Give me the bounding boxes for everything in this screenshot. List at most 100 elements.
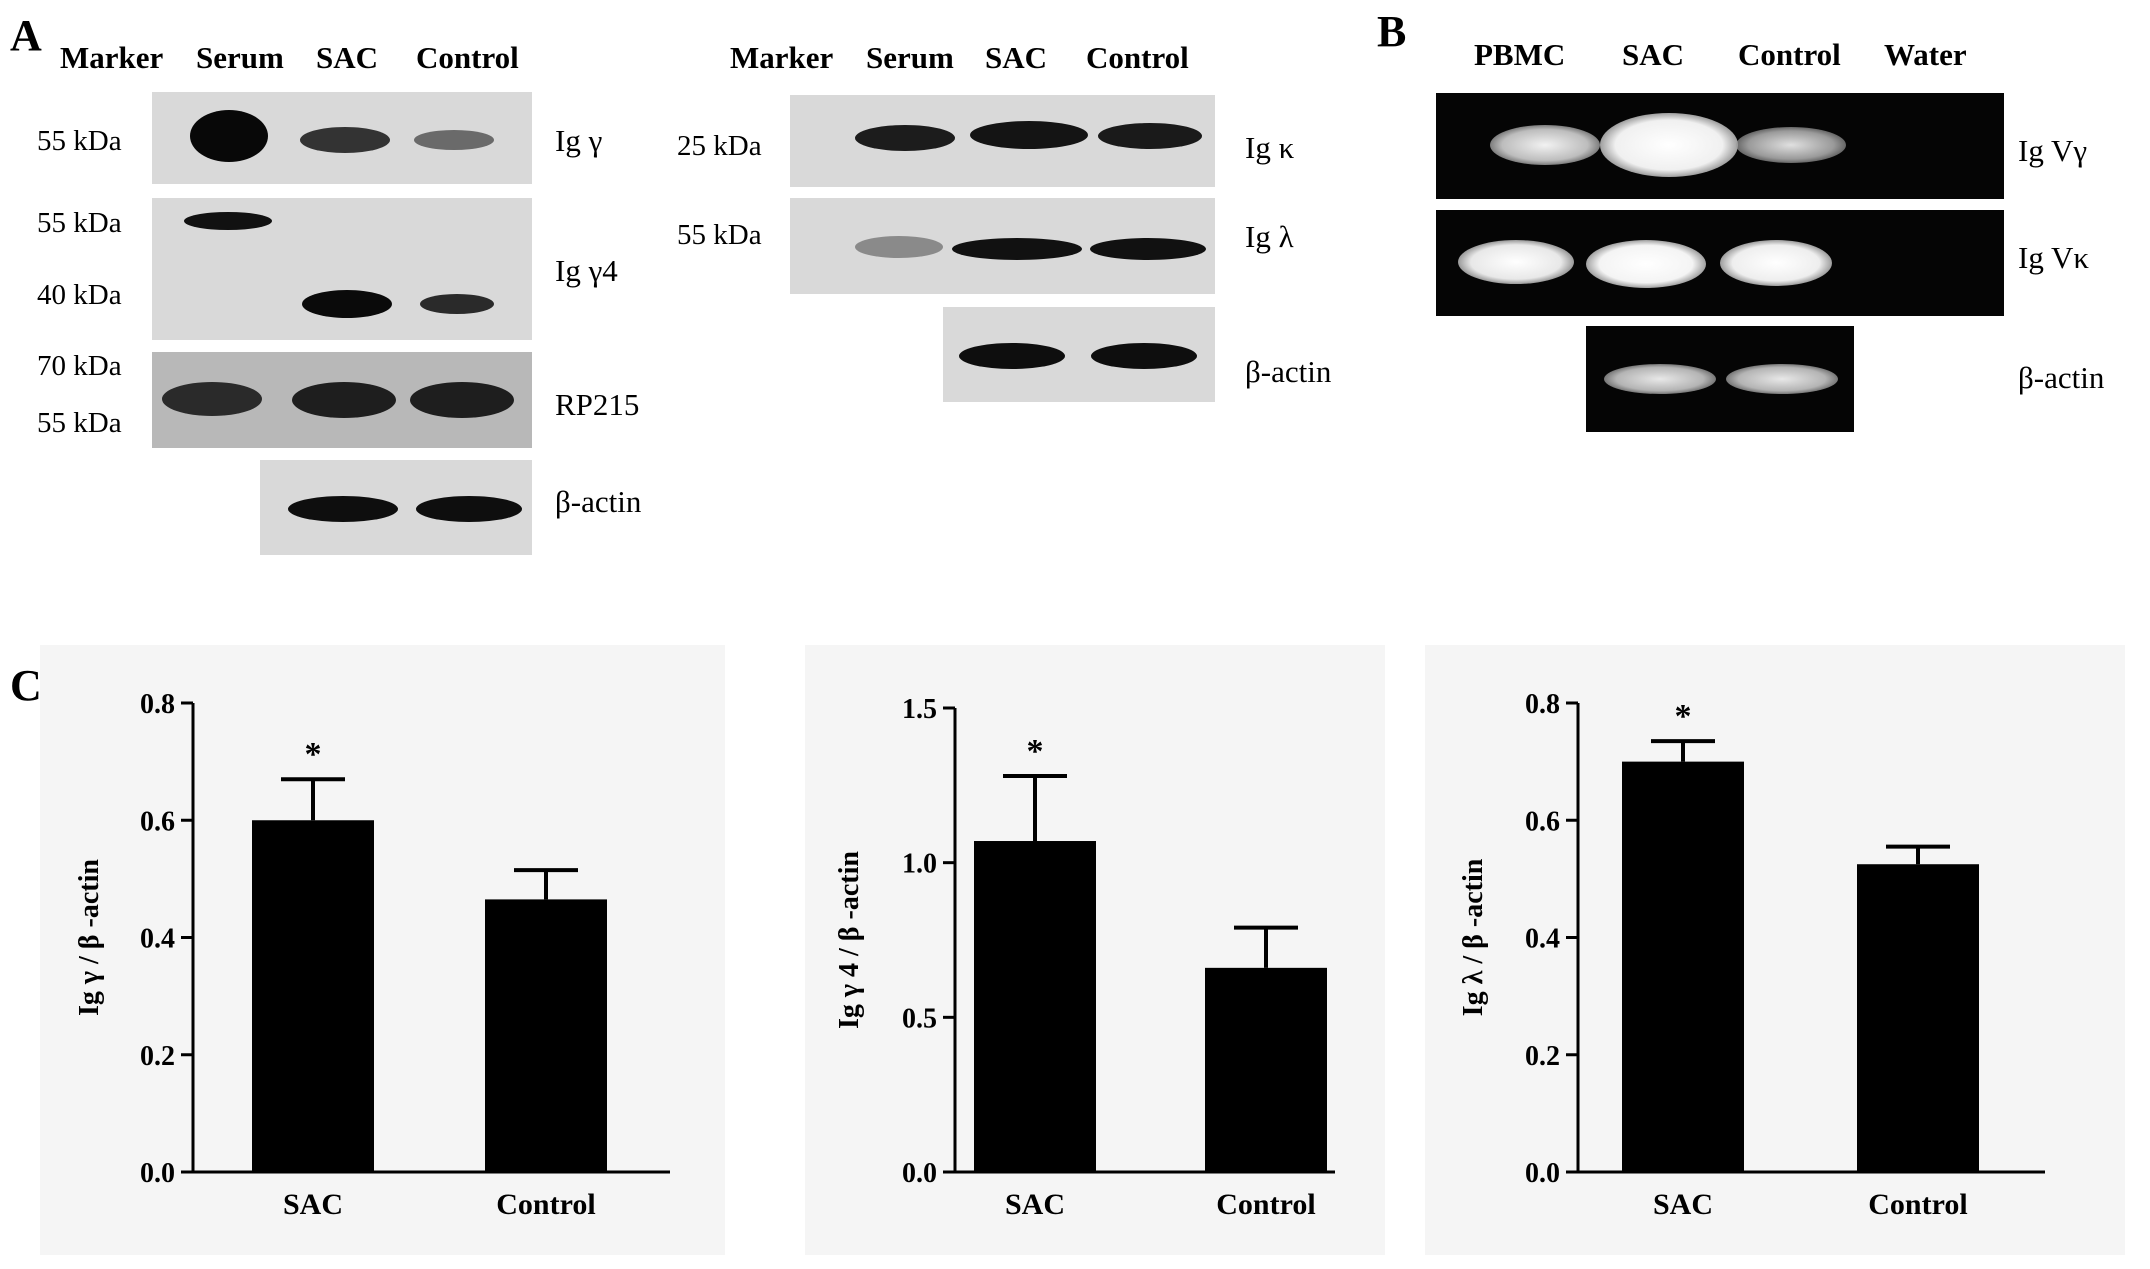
y-tick-label: 0.0 xyxy=(902,1158,937,1189)
panel-b-letter: B xyxy=(1377,7,1407,56)
western-blot-beta-actin-right xyxy=(943,307,1215,402)
western-blot-rp215 xyxy=(152,352,532,448)
band-pbmc-v-gamma xyxy=(1490,125,1600,165)
lane-label-serum: Serum xyxy=(866,40,954,75)
band-control-ig-kappa xyxy=(1098,123,1202,149)
y-tick-label: 0.0 xyxy=(140,1158,175,1189)
band-sac-beta-actin-pcr xyxy=(1604,364,1716,394)
band-sac-v-gamma xyxy=(1600,113,1738,177)
band-pbmc-v-kappa xyxy=(1458,240,1574,284)
band-sac-ig-lambda xyxy=(952,238,1082,260)
band-serum-ig-kappa xyxy=(855,125,955,151)
label-ig-v-kappa: Ig Vκ xyxy=(2018,240,2090,275)
x-tick-label: SAC xyxy=(283,1188,343,1221)
band-sac-ig-kappa xyxy=(970,121,1088,149)
y-tick-label: 1.0 xyxy=(902,849,937,880)
chart-ig-gamma: 0.0 0.2 0.4 0.6 0.8 Ig γ / β -actin SAC * Contro… xyxy=(74,689,670,1221)
label-ig-gamma4: Ig γ4 xyxy=(555,253,618,288)
mw-marker-25kda: 25 kDa xyxy=(677,130,762,162)
y-tick-label: 0.8 xyxy=(1525,689,1560,720)
band-control-v-gamma xyxy=(1736,127,1846,163)
chart-background xyxy=(1425,645,2125,1255)
western-blot-ig-lambda xyxy=(790,198,1215,294)
band-control-ig-lambda xyxy=(1090,238,1206,260)
y-tick-label: 0.4 xyxy=(140,924,175,955)
x-tick-label: SAC xyxy=(1005,1188,1065,1221)
mw-marker-55kda: 55 kDa xyxy=(37,125,122,157)
band-serum-rp215 xyxy=(162,382,262,416)
label-ig-kappa: Ig κ xyxy=(1245,130,1295,165)
y-axis-label: Ig γ 4 / β -actin xyxy=(834,851,865,1029)
lane-label-control: Control xyxy=(416,40,519,75)
bar-sac xyxy=(1622,761,1744,1172)
y-tick-label: 0.2 xyxy=(1525,1041,1560,1072)
chart-ig-gamma4: 0.0 0.5 1.0 1.5 Ig γ 4 / β -actin SAC * Control xyxy=(834,694,1335,1221)
label-ig-lambda: Ig λ xyxy=(1245,219,1294,254)
mw-marker-55kda: 55 kDa xyxy=(677,219,762,251)
band-control-ig-gamma4 xyxy=(420,294,494,314)
y-tick-label: 1.5 xyxy=(902,694,937,725)
band-sac-v-kappa xyxy=(1586,240,1706,288)
y-tick-label: 0.2 xyxy=(140,1041,175,1072)
x-tick-label: Control xyxy=(496,1188,595,1221)
x-tick-label: Control xyxy=(1216,1188,1315,1221)
western-blot-ig-kappa xyxy=(790,95,1215,187)
lane-label-marker: Marker xyxy=(730,40,834,75)
y-tick-label: 0.4 xyxy=(1525,924,1560,955)
band-control-beta-actin xyxy=(416,496,522,522)
y-axis-label: Ig γ / β -actin xyxy=(74,859,105,1016)
lane-label-control: Control xyxy=(1086,40,1189,75)
lane-label-sac: SAC xyxy=(1622,37,1685,72)
panel-a-letter: A xyxy=(10,11,42,60)
y-tick-label: 0.6 xyxy=(1525,806,1560,837)
label-beta-actin-right: β-actin xyxy=(1245,354,1332,389)
pcr-gel-beta-actin xyxy=(1586,326,1854,432)
mw-marker-40kda: 40 kDa xyxy=(37,279,122,311)
band-control-v-kappa xyxy=(1720,240,1832,286)
lane-label-pbmc: PBMC xyxy=(1474,37,1566,72)
chart-background xyxy=(40,645,725,1255)
label-beta-actin-pcr: β-actin xyxy=(2018,360,2105,395)
bar-sac xyxy=(252,820,374,1172)
lane-label-sac: SAC xyxy=(316,40,379,75)
band-sac-beta-actin xyxy=(959,343,1065,369)
band-sac-rp215 xyxy=(292,382,396,418)
label-beta-actin-left: β-actin xyxy=(555,484,642,519)
band-control-rp215 xyxy=(410,382,514,418)
band-sac-ig-gamma xyxy=(300,127,390,153)
band-control-ig-gamma xyxy=(414,130,494,150)
western-blot-ig-gamma4 xyxy=(152,198,532,340)
band-serum-ig-gamma xyxy=(190,110,268,162)
mw-marker-55kda: 55 kDa xyxy=(37,407,122,439)
y-tick-label: 0.6 xyxy=(140,806,175,837)
band-control-beta-actin-pcr xyxy=(1726,364,1838,394)
band-serum-ig-lambda xyxy=(855,236,943,258)
y-axis-label: Ig λ / β -actin xyxy=(1458,858,1489,1016)
lane-label-water: Water xyxy=(1884,37,1967,72)
lane-label-serum: Serum xyxy=(196,40,284,75)
band-control-beta-actin xyxy=(1091,343,1197,369)
bar-control xyxy=(1205,967,1327,1172)
chart-ig-lambda: 0.0 0.2 0.4 0.6 0.8 Ig λ / β -actin SAC * Contro… xyxy=(1458,689,2045,1221)
western-blot-beta-actin-left xyxy=(260,460,532,555)
label-rp215: RP215 xyxy=(555,387,640,422)
label-ig-gamma: Ig γ xyxy=(555,123,603,158)
band-serum-ig-gamma4 xyxy=(184,212,272,230)
pcr-gel-ig-v-kappa xyxy=(1436,210,2004,316)
x-tick-label: SAC xyxy=(1653,1188,1713,1221)
significance-asterisk: * xyxy=(1675,698,1692,735)
lane-label-control: Control xyxy=(1738,37,1841,72)
lane-label-marker: Marker xyxy=(60,40,164,75)
mw-marker-70kda: 70 kDa xyxy=(37,350,122,382)
band-sac-ig-gamma4 xyxy=(302,290,392,318)
western-blot-ig-gamma xyxy=(152,92,532,184)
bar-control xyxy=(485,899,607,1172)
bar-control xyxy=(1857,864,1979,1172)
panel-c-letter: C xyxy=(10,661,42,710)
pcr-gel-ig-v-gamma xyxy=(1436,93,2004,199)
y-tick-label: 0.0 xyxy=(1525,1158,1560,1189)
lane-label-sac: SAC xyxy=(985,40,1048,75)
x-tick-label: Control xyxy=(1868,1188,1967,1221)
bar-sac xyxy=(974,841,1096,1172)
